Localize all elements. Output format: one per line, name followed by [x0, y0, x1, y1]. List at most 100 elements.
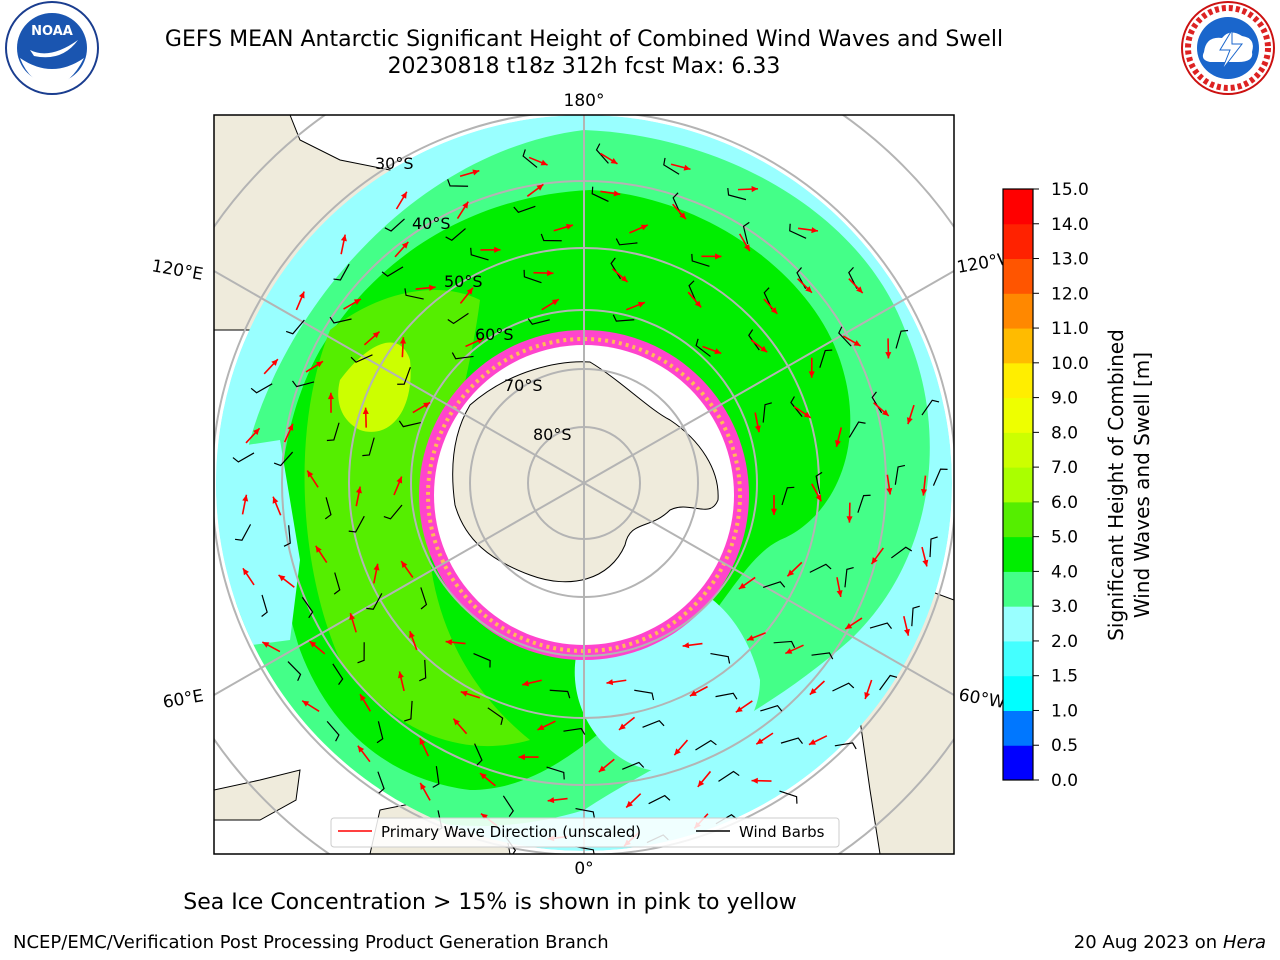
wave-arrow [786, 561, 803, 577]
wind-barb [612, 314, 635, 322]
wave-arrow [283, 423, 294, 443]
colorbar-tick-label: 12.0 [1051, 284, 1089, 304]
wave-arrow [886, 474, 893, 495]
footer-date: 20 Aug 2023 on Hera [1074, 932, 1266, 953]
wave-arrow [834, 427, 843, 448]
colorbar-tick-label: 2.0 [1051, 632, 1078, 652]
wind-barb [834, 742, 857, 750]
legend-wave-label: Primary Wave Direction (unscaled) [381, 823, 641, 841]
wave-arrow [606, 679, 627, 686]
colorbar-tick-label: 10.0 [1051, 354, 1089, 374]
wind-barb [326, 720, 340, 742]
wave-arrow [754, 412, 761, 433]
wind-barb [445, 228, 466, 241]
wave-arrow [541, 298, 560, 311]
lon-label-bottom: 0° [574, 859, 593, 879]
wave-arrow [763, 298, 778, 315]
wind-barb [381, 266, 404, 277]
wave-arrow [797, 227, 819, 234]
wave-arrow [864, 679, 873, 700]
footer-host: Hera [1222, 932, 1266, 953]
colorbar-segment [1003, 362, 1033, 399]
wave-arrow [315, 545, 328, 564]
legend-wind-label: Wind Barbs [739, 823, 825, 841]
wind-barb [527, 318, 550, 325]
wave-arrow [809, 680, 826, 696]
wind-barb [748, 329, 760, 351]
wave-arrow [295, 291, 305, 311]
map-legend: Primary Wave Direction (unscaled) Wind B… [330, 817, 840, 848]
graticule [214, 115, 954, 854]
wind-barb [383, 504, 403, 520]
lon-label-top: 180° [564, 91, 605, 111]
wave-arrow [460, 690, 481, 699]
wind-barb [819, 349, 833, 368]
wind-barb [894, 464, 906, 485]
wave-arrow [673, 739, 689, 756]
colorbar-tick-label: 9.0 [1051, 389, 1078, 409]
lat-label-40s: 40°S [412, 214, 451, 233]
wave-arrow [394, 241, 409, 258]
wave-arrow [395, 191, 408, 210]
wave-arrow [327, 392, 334, 413]
wind-barb [857, 494, 871, 513]
wind-barb [232, 452, 255, 463]
wave-arrow [811, 483, 823, 502]
wave-arrow [600, 152, 618, 165]
wind-barb [563, 727, 586, 735]
noaa-logo: NOAA [5, 1, 99, 95]
colorbar-tick-label: 11.0 [1051, 319, 1089, 339]
wind-barb [691, 253, 710, 267]
wind-barb [549, 689, 571, 699]
wind-barb [546, 766, 565, 780]
land-madagascar [214, 769, 301, 821]
wind-barb [473, 652, 491, 668]
wind-barb [695, 739, 717, 751]
wind-barb [663, 157, 680, 175]
lat-label-80s: 80°S [533, 425, 572, 444]
wind-barb [615, 238, 638, 246]
wind-barb [522, 149, 538, 168]
wave-arrow [687, 291, 702, 308]
footer-date-text: 20 Aug 2023 on [1073, 932, 1218, 953]
wave-arrow [793, 405, 812, 419]
wind-barb [575, 807, 596, 819]
wind-barb [447, 179, 469, 187]
wind-barb [273, 451, 294, 467]
colorbar-segment [1003, 397, 1033, 433]
colorbar-label-line1: Significant Height of Combined [1104, 329, 1128, 641]
wave-arrow [397, 671, 405, 692]
wave-arrow [301, 700, 320, 713]
wind-barb [384, 218, 405, 232]
colorbar-segment [1003, 640, 1033, 677]
wind-barb [642, 719, 665, 728]
wind-barb [350, 354, 373, 363]
colorbar-tick-label: 8.0 [1051, 423, 1078, 443]
colorbar-segment [1003, 745, 1033, 781]
colorbar-segment [1003, 293, 1033, 329]
wind-barb [420, 587, 428, 610]
wave-arrow [305, 360, 324, 373]
colorbar-segment [1003, 536, 1033, 572]
wave-arrow [533, 270, 554, 277]
wind-barb [869, 622, 893, 629]
wave-arrow [245, 427, 261, 444]
wave-arrow [844, 617, 863, 630]
colorbar-tick-label: 13.0 [1051, 250, 1089, 270]
wind-barb [591, 186, 609, 202]
wave-arrow [873, 402, 890, 417]
wave-arrow [612, 268, 629, 283]
wave-arrow [921, 546, 929, 567]
wind-barb [513, 205, 536, 213]
noaa-logo-text: NOAA [31, 24, 73, 39]
wave-arrow [242, 567, 255, 586]
colorbar-tick-label: 0.0 [1051, 771, 1078, 791]
colorbar-tick-label: 15.0 [1051, 180, 1089, 200]
wind-barb [447, 312, 469, 325]
wave-arrow [697, 770, 712, 788]
wave-arrow [340, 234, 347, 255]
wind-barb [622, 761, 645, 770]
wave-arrow [625, 793, 642, 809]
wave-arrow [738, 233, 751, 252]
colorbar-segment [1003, 606, 1033, 642]
